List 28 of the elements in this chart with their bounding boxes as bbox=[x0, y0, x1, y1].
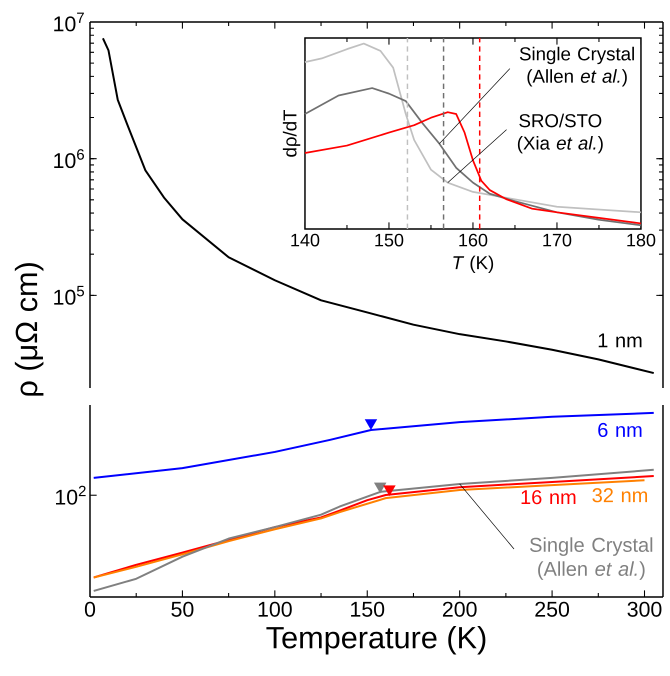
line-series bbox=[102, 37, 655, 374]
y-axis-title: ρ (μΩ cm) bbox=[14, 263, 44, 396]
x-tick-label: 140 bbox=[291, 234, 320, 246]
text: Single Crystal (Allen et al.) bbox=[520, 46, 634, 87]
series-label: 32 nm bbox=[592, 488, 648, 502]
x-tick-label: 150 bbox=[351, 602, 384, 617]
text: SRO/STO (Xia et al.) bbox=[518, 114, 603, 154]
x-tick-label: 50 bbox=[171, 602, 194, 617]
text: 10$^{2}$ bbox=[56, 486, 86, 505]
x-axis-title: Temperature (K) bbox=[266, 626, 486, 655]
x-tick-label: 170 bbox=[543, 234, 572, 246]
series-label: 6 nm bbox=[598, 422, 642, 438]
series-label: 16 nm bbox=[522, 490, 576, 504]
x-tick-label: 160 bbox=[459, 234, 488, 246]
y-tick-label: 10$^{7}$ bbox=[54, 12, 84, 32]
x-tick-label: 100 bbox=[258, 602, 292, 617]
x-tick-label: 0 bbox=[84, 602, 96, 617]
y-tick-label: 10$^{6}$ bbox=[54, 149, 84, 168]
x-axis-title: T (K) bbox=[453, 256, 494, 274]
x-tick-label: 180 bbox=[627, 234, 656, 246]
x-tick-label: 150 bbox=[375, 234, 404, 246]
y-axis-title: dρ/dT bbox=[282, 110, 300, 157]
series-label: 1 nm bbox=[598, 334, 642, 348]
text: Single Crystal (Allen et al.) bbox=[530, 537, 652, 580]
x-tick-label: 250 bbox=[535, 602, 570, 617]
y-tick-label: 10$^{5}$ bbox=[54, 286, 84, 305]
x-tick-label: 200 bbox=[442, 602, 477, 617]
x-tick-label: 300 bbox=[628, 602, 662, 617]
